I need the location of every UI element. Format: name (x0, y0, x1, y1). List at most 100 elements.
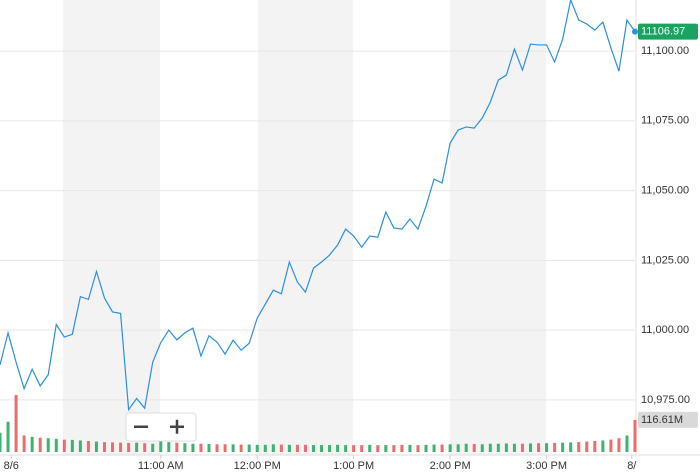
x-tick-label: 1:00 PM (333, 460, 374, 472)
volume-bar (320, 445, 324, 452)
volume-bar (0, 432, 2, 452)
volume-bar (287, 444, 291, 452)
volume-bar (127, 442, 131, 452)
volume-bar (496, 443, 500, 452)
zoom-out[interactable] (134, 425, 148, 429)
volume-bar (352, 445, 356, 452)
volume-bar (400, 444, 404, 452)
volume-bar (263, 444, 267, 452)
volume-bar (585, 441, 589, 452)
price-badge (638, 23, 698, 40)
volume-bar (424, 444, 428, 452)
x-tick-label: 11:00 AM (138, 460, 184, 472)
volume-bar (432, 444, 436, 452)
volume-bar (239, 444, 243, 452)
plus-v (175, 419, 179, 434)
y-tick-label: 11,025.00 (641, 254, 689, 266)
volume-bar (625, 435, 629, 452)
volume-bar (231, 444, 235, 452)
volume-bar (328, 445, 332, 452)
volume-bar (54, 438, 58, 452)
volume-bar (633, 419, 637, 452)
volume-bar (295, 444, 299, 452)
volume-bar (376, 445, 380, 452)
volume-bar (440, 444, 444, 452)
volume-bar (336, 444, 340, 452)
volume-bar (102, 442, 106, 452)
volume-bar (520, 443, 524, 452)
volume-bar (6, 421, 10, 452)
volume-bar (22, 435, 26, 452)
volume-bar (416, 445, 420, 452)
volume-bar (183, 443, 187, 452)
x-tick-label: 8/6 (4, 460, 19, 472)
volume-bar (70, 439, 74, 452)
volume-bar (247, 444, 251, 452)
volume-bar (207, 444, 211, 452)
volume-bar (151, 443, 155, 452)
volume-bar (537, 443, 541, 452)
x-tick-label: 3:00 PM (526, 460, 567, 472)
x-tick-label: 12:00 PM (234, 460, 281, 472)
volume-bar (62, 439, 66, 452)
volume-bar (111, 442, 115, 452)
zoom-in[interactable] (170, 419, 184, 434)
price-label: 11106.97 (641, 26, 685, 38)
volume-bar (464, 443, 468, 452)
volume-bar (384, 445, 388, 452)
volume-bar (119, 442, 123, 452)
volume-bar (255, 444, 259, 452)
y-tick-label: 11,100.00 (641, 45, 689, 57)
volume-bar (360, 445, 364, 452)
volume-bar (199, 443, 203, 452)
volume-bar (167, 442, 171, 452)
volume-bar (135, 442, 139, 452)
x-tick-label: 8/ (627, 460, 637, 472)
volume-bar (448, 444, 452, 452)
volume-bar (553, 442, 557, 452)
volume-bar (38, 437, 42, 452)
zoom-box (125, 412, 197, 442)
volume-bar (215, 444, 219, 452)
volume-bar (504, 443, 508, 452)
volume-bar (488, 443, 492, 452)
volume-bar (392, 445, 396, 452)
volume-label: 116.61M (641, 414, 683, 426)
volume-bar (94, 441, 98, 452)
volume-bar (609, 439, 613, 452)
hour-band (63, 0, 160, 455)
volume-bar (78, 440, 82, 452)
volume-bar (601, 440, 605, 452)
volume-badge (638, 411, 698, 428)
volume-bar (344, 445, 348, 452)
hour-band (258, 0, 353, 455)
y-tick-label: 11,050.00 (641, 184, 689, 196)
volume-bar (175, 442, 179, 452)
volume-bar (545, 443, 549, 452)
zoom-controls (125, 412, 197, 442)
volume-bar (368, 444, 372, 452)
volume-bar (46, 438, 50, 452)
volume-bar (311, 445, 315, 452)
y-tick-label: 10,975.00 (641, 394, 690, 406)
volume-bar (14, 395, 18, 452)
volume-bar (593, 441, 597, 452)
volume-bar (303, 444, 307, 452)
volume-bar (472, 444, 476, 452)
price-line (0, 0, 636, 412)
volume-bar (279, 444, 283, 452)
volume-bar (30, 436, 34, 452)
hour-band (450, 0, 546, 455)
volume-bar (456, 444, 460, 452)
volume-bar (159, 435, 163, 452)
last-point (632, 28, 638, 35)
volume-bar (191, 443, 195, 452)
volume-bar (569, 442, 573, 452)
volume-bar (271, 444, 275, 452)
y-tick-label: 11,000.00 (641, 324, 689, 336)
y-tick-label: 11,075.00 (641, 115, 689, 127)
x-tick-label: 2:00 PM (430, 460, 471, 472)
volume-bar (561, 442, 565, 452)
volume-bar (617, 438, 621, 452)
